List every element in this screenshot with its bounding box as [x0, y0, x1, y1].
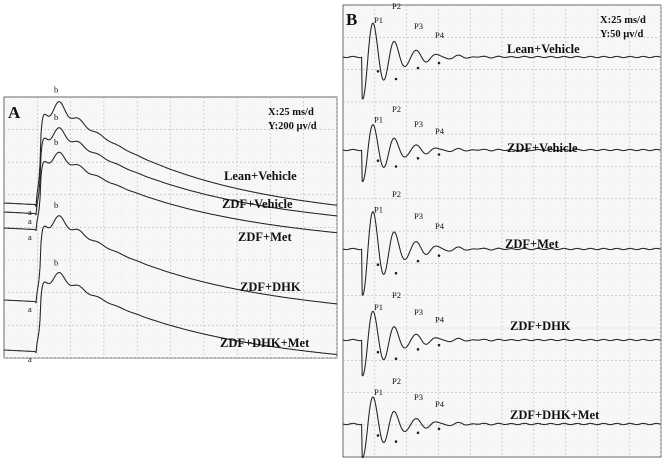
panel-b-peak-label: P1 — [374, 302, 383, 312]
panel-b-peak-marker — [376, 263, 380, 267]
panel-b-peak-marker — [376, 434, 380, 437]
panel-a-marker-a: a — [28, 304, 32, 314]
panel-a-trace — [3, 151, 338, 234]
panel-b-peak-marker — [437, 61, 441, 65]
panel-b-scale-y: Y:50 µv/d — [600, 29, 643, 40]
panel-b-peak-label: P3 — [414, 119, 423, 129]
panel-b-peak-marker — [376, 350, 380, 354]
panel-a-marker-b: b — [54, 137, 58, 147]
panel-a-series: a b ZDF+DHK — [3, 200, 338, 314]
panel-b-peak-label: P2 — [392, 376, 401, 386]
panel-a-series: a b ZDF+DHK+Met — [3, 257, 338, 364]
panel-b-peak-label: P4 — [435, 126, 445, 136]
panel-a-marker-b: b — [54, 200, 58, 210]
panel-b-scale-x: X:25 ms/d — [600, 15, 646, 26]
panel-b-peak-label: P2 — [392, 290, 401, 300]
panel-a-trace — [3, 215, 338, 305]
panel-b-peak-marker — [437, 427, 441, 431]
panel-b-peak-marker — [437, 153, 441, 156]
panel-a-traces: a b Lean+Vehicle a b ZDF+Vehicle a b ZDF+Met a b ZD… — [3, 85, 338, 364]
panel-b-peak-marker — [394, 165, 398, 168]
panel-a-series-label: ZDF+DHK+Met — [220, 336, 310, 350]
panel-b-letter: B — [346, 10, 357, 29]
panel-b-peak-marker — [416, 348, 420, 351]
panel-a-letter: A — [8, 103, 21, 122]
panel-b-trace — [342, 211, 661, 296]
panel-b-grid — [343, 5, 662, 457]
panel-a-marker-a: a — [28, 216, 32, 226]
panel-b-series-label: ZDF+Vehicle — [507, 141, 578, 155]
panel-b-peak-label: P4 — [435, 30, 445, 40]
panel-b-peak-label: P3 — [414, 21, 423, 31]
panel-b-series: P1 P2 P3 P4 Lean+Vehicle — [342, 1, 661, 100]
panel-a-series: a b Lean+Vehicle — [3, 85, 338, 217]
panel-a-marker-b: b — [54, 257, 58, 267]
panel-b-peak-marker — [376, 70, 380, 73]
panel-b-peak-marker — [394, 271, 398, 275]
panel-b-series-label: ZDF+DHK — [510, 319, 571, 333]
panel-a-series: a b ZDF+Met — [3, 137, 338, 244]
panel-a-marker-b: b — [54, 85, 58, 95]
panel-b-peak-marker — [437, 343, 441, 347]
panel-b-peak-label: P2 — [392, 104, 401, 114]
panel-b-peak-label: P1 — [374, 115, 383, 125]
panel-a-marker-a: a — [28, 207, 32, 217]
panel-a-series-label: ZDF+Met — [238, 230, 292, 244]
panel-a-marker-a: a — [28, 354, 32, 364]
panel-b-trace — [342, 22, 661, 100]
panel-a-scale-y: Y:200 µv/d — [268, 121, 317, 132]
panel-b-peak-marker — [437, 254, 441, 257]
panel-a-series: a b ZDF+Vehicle — [3, 112, 338, 226]
panel-b-peak-label: P4 — [435, 399, 445, 409]
panel-b-peak-label: P1 — [374, 15, 383, 25]
panel-a-trace — [3, 271, 338, 356]
panel-b-series: P1 P2 P3 P4 ZDF+DHK+Met — [342, 376, 661, 459]
panel-b-peak-label: P1 — [374, 387, 383, 397]
panel-b-series-label: Lean+Vehicle — [507, 42, 580, 56]
panel-b-trace — [342, 310, 661, 377]
panel-b-series: P1 P2 P3 P4 ZDF+DHK — [342, 290, 661, 377]
panel-b-peak-marker — [394, 77, 398, 81]
panel-a-marker-b: b — [54, 112, 58, 122]
panel-a-series-label: ZDF+Vehicle — [222, 197, 293, 211]
panel-b-peak-label: P4 — [435, 315, 445, 325]
panel-b-peak-label: P3 — [414, 392, 423, 402]
panel-b: P1P2P3P4Lean+VehicleP1P2P3P4ZDF+VehicleP… — [342, 1, 662, 459]
panel-b-peak-marker — [416, 156, 420, 160]
panel-b-trace — [342, 124, 661, 183]
panel-a-trace — [3, 101, 338, 207]
panel-b-peak-label: P2 — [392, 1, 401, 11]
panel-b-series-label: ZDF+Met — [505, 237, 559, 251]
panel-a-scale-x: X:25 ms/d — [268, 107, 314, 118]
panel-b-peak-label: P1 — [374, 204, 383, 214]
panel-a-series-label: Lean+Vehicle — [224, 169, 297, 183]
panel-a-marker-a: a — [28, 232, 32, 242]
panel-b-peak-label: P3 — [414, 307, 423, 317]
panel-b-peak-marker — [394, 440, 398, 443]
panel-b-peak-marker — [376, 159, 380, 163]
panel-b-series-label: ZDF+DHK+Met — [510, 408, 600, 422]
panel-a: a b Lean+Vehicle a b ZDF+Vehicle a b ZDF+Met a b ZD… — [3, 85, 338, 364]
panel-b-peak-marker — [416, 431, 420, 435]
panel-b-peak-label: P4 — [435, 221, 445, 231]
panel-b-peak-label: P2 — [392, 189, 401, 199]
panel-a-series-label: ZDF+DHK — [240, 280, 301, 294]
panel-b-peak-marker — [394, 357, 398, 361]
panel-b-series: P1 P2 P3 P4 ZDF+Vehicle — [342, 104, 661, 183]
panel-b-traces: P1P2P3P4Lean+VehicleP1P2P3P4ZDF+VehicleP… — [342, 1, 661, 459]
panel-b-series: P1 P2 P3 P4 ZDF+Met — [342, 189, 661, 296]
panel-b-trace — [342, 396, 661, 459]
panel-a-trace — [3, 127, 338, 217]
panel-b-peak-marker — [416, 66, 420, 70]
panel-b-peak-label: P3 — [414, 211, 423, 221]
panel-b-peak-marker — [416, 259, 420, 263]
